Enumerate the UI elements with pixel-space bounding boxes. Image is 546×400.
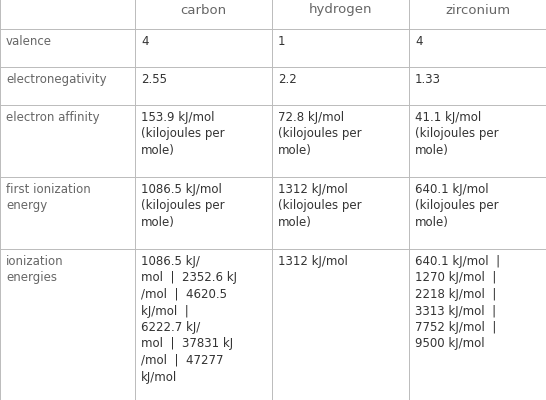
Text: 72.8 kJ/mol
(kilojoules per
mole): 72.8 kJ/mol (kilojoules per mole) xyxy=(278,111,361,157)
Text: 1086.5 kJ/mol
(kilojoules per
mole): 1086.5 kJ/mol (kilojoules per mole) xyxy=(141,183,224,229)
Text: 41.1 kJ/mol
(kilojoules per
mole): 41.1 kJ/mol (kilojoules per mole) xyxy=(415,111,498,157)
Text: 4: 4 xyxy=(141,35,149,48)
Text: 640.1 kJ/mol  |
1270 kJ/mol  |
2218 kJ/mol  |
3313 kJ/mol  |
7752 kJ/mol  |
9500: 640.1 kJ/mol | 1270 kJ/mol | 2218 kJ/mol… xyxy=(415,255,500,350)
Text: 2.2: 2.2 xyxy=(278,73,296,86)
Text: electronegativity: electronegativity xyxy=(6,73,106,86)
Text: 153.9 kJ/mol
(kilojoules per
mole): 153.9 kJ/mol (kilojoules per mole) xyxy=(141,111,224,157)
Text: hydrogen: hydrogen xyxy=(308,4,372,16)
Text: 1086.5 kJ/
mol  |  2352.6 kJ
/mol  |  4620.5
kJ/mol  |
6222.7 kJ/
mol  |  37831 : 1086.5 kJ/ mol | 2352.6 kJ /mol | 4620.5… xyxy=(141,255,237,384)
Text: 4: 4 xyxy=(415,35,423,48)
Text: ionization
energies: ionization energies xyxy=(6,255,64,284)
Text: zirconium: zirconium xyxy=(445,4,510,16)
Text: 1: 1 xyxy=(278,35,286,48)
Text: 1.33: 1.33 xyxy=(415,73,441,86)
Text: electron affinity: electron affinity xyxy=(6,111,99,124)
Text: 1312 kJ/mol: 1312 kJ/mol xyxy=(278,255,348,268)
Text: valence: valence xyxy=(6,35,52,48)
Text: 2.55: 2.55 xyxy=(141,73,167,86)
Text: 1312 kJ/mol
(kilojoules per
mole): 1312 kJ/mol (kilojoules per mole) xyxy=(278,183,361,229)
Text: carbon: carbon xyxy=(180,4,227,16)
Text: 640.1 kJ/mol
(kilojoules per
mole): 640.1 kJ/mol (kilojoules per mole) xyxy=(415,183,498,229)
Text: first ionization
energy: first ionization energy xyxy=(6,183,91,212)
